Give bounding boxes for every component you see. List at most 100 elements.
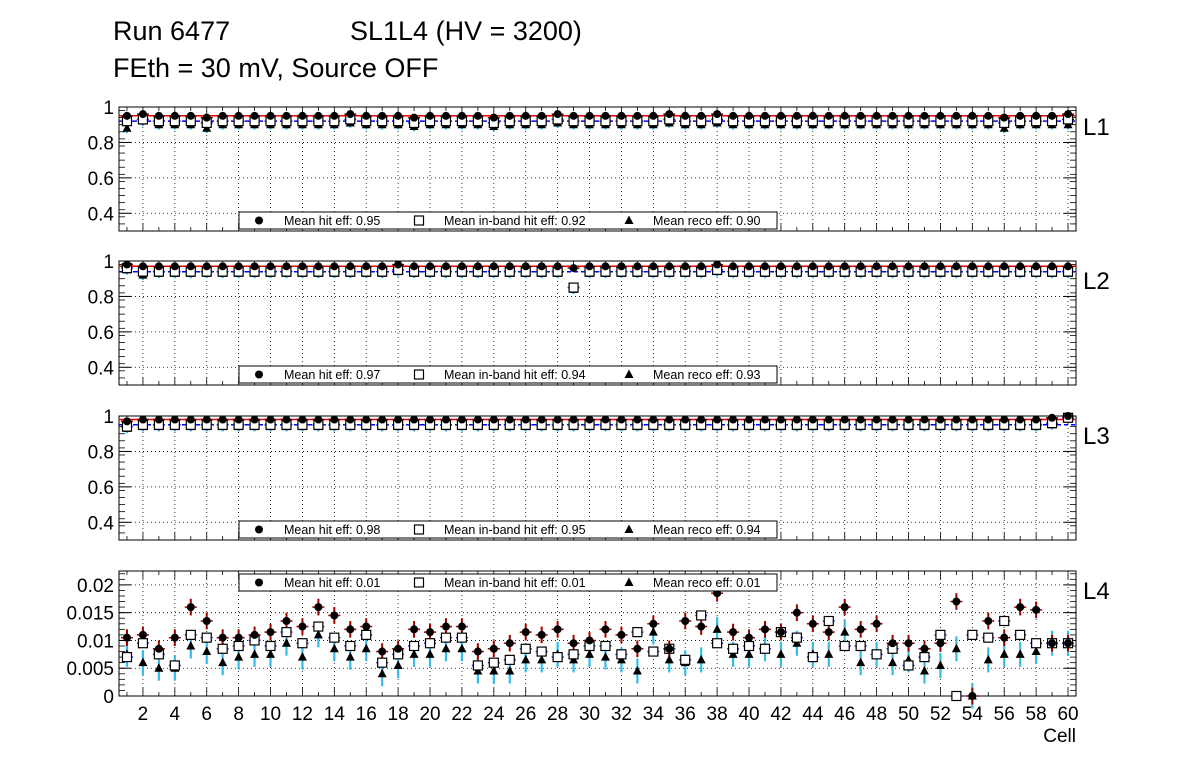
reco-point — [505, 666, 515, 675]
reco-point — [441, 643, 451, 653]
x-tick-label: 58 — [1026, 704, 1047, 725]
run-title: Run 6477 — [113, 16, 231, 46]
reco-point — [281, 638, 291, 647]
hit-point — [553, 415, 562, 424]
reco-point — [250, 649, 260, 658]
legend-inband-marker — [413, 369, 425, 380]
x-tick-label: 14 — [324, 704, 346, 725]
hit-point — [681, 111, 690, 120]
inband-point — [281, 627, 292, 638]
inband-point — [600, 640, 611, 652]
reco-point — [1015, 649, 1025, 658]
chamber-title: SL1L4 (HV = 3200) — [350, 16, 582, 46]
legend-label: Mean in-band hit eff: 0.94 — [444, 368, 586, 382]
y-tick-label: 0.015 — [66, 604, 114, 625]
hit-point — [138, 630, 147, 639]
hit-point — [617, 262, 626, 271]
inband-point — [791, 632, 802, 643]
hit-point — [234, 111, 243, 120]
hit-point — [378, 262, 387, 271]
hit-point — [410, 262, 419, 271]
x-tick-label: 52 — [930, 704, 951, 725]
hit-point — [314, 262, 323, 271]
hit-point — [1048, 111, 1057, 120]
hit-point — [138, 110, 147, 119]
hit-point — [282, 262, 291, 271]
hit-point — [154, 644, 163, 653]
hit-point — [920, 111, 929, 120]
inband-point — [680, 654, 691, 665]
hit-point — [122, 417, 131, 426]
reco-point — [744, 649, 754, 658]
panel-label: L4 — [1083, 578, 1110, 605]
hit-point — [346, 625, 355, 634]
hit-point — [920, 644, 929, 653]
inband-point — [759, 643, 771, 654]
hit-point — [521, 415, 530, 424]
panel-label: L2 — [1083, 268, 1110, 295]
inband-point — [823, 615, 834, 627]
hit-point — [473, 415, 482, 424]
reco-point — [888, 657, 898, 667]
conditions-title: FEth = 30 mV, Source OFF — [113, 53, 439, 83]
hit-point — [505, 415, 514, 424]
hit-point — [649, 619, 658, 628]
legend-label: Mean in-band hit eff: 0.92 — [444, 214, 586, 228]
hit-point — [218, 633, 227, 642]
hit-point — [888, 111, 897, 120]
hit-point — [808, 619, 817, 628]
hit-point — [872, 262, 881, 271]
hit-point — [760, 625, 769, 634]
hit-point — [840, 415, 849, 424]
inband-point — [903, 660, 914, 671]
hit-point — [888, 639, 897, 648]
hit-point — [154, 111, 163, 120]
hit-point — [984, 415, 993, 424]
x-tick-label: 34 — [643, 704, 665, 725]
hit-point — [745, 111, 754, 120]
hit-point — [1016, 111, 1025, 120]
hit-point — [489, 262, 498, 271]
reco-point — [489, 666, 499, 675]
hit-point — [1048, 639, 1057, 648]
hit-point — [202, 262, 211, 271]
x-tick-label: 20 — [419, 704, 440, 725]
inband-point — [520, 643, 531, 654]
hit-point — [601, 262, 610, 271]
hit-point — [378, 111, 387, 120]
legend-label: Mean hit eff: 0.95 — [284, 214, 380, 228]
legend-inband-marker — [413, 524, 425, 535]
inband-point — [568, 282, 579, 293]
hit-point — [824, 628, 833, 637]
y-tick-label: 1 — [103, 98, 114, 119]
inband-point — [536, 646, 547, 657]
hit-point — [218, 262, 227, 271]
hit-point — [457, 262, 466, 271]
hit-point — [505, 639, 514, 648]
hit-point — [1032, 111, 1041, 120]
hit-point — [298, 111, 307, 120]
hit-point — [362, 415, 371, 424]
inband-point — [488, 657, 499, 668]
hit-point — [346, 262, 355, 271]
reco-point — [234, 652, 244, 661]
inband-point — [743, 640, 755, 652]
y-tick-label: 0.8 — [88, 133, 114, 154]
hit-point — [266, 628, 275, 637]
reco-point — [712, 624, 722, 633]
reco-point — [537, 654, 547, 664]
x-tick-label: 4 — [170, 704, 181, 725]
hit-point — [441, 415, 450, 424]
inband-point — [408, 640, 420, 652]
legend-box — [238, 211, 778, 230]
hit-point — [936, 415, 945, 424]
hit-point — [936, 639, 945, 648]
x-tick-label: 28 — [547, 704, 568, 725]
hit-point — [872, 111, 881, 120]
hit-point — [521, 628, 530, 637]
hit-point — [824, 415, 833, 424]
hit-point — [441, 262, 450, 271]
x-tick-label: 26 — [515, 704, 536, 725]
reco-point — [377, 668, 387, 678]
hit-point — [697, 415, 706, 424]
